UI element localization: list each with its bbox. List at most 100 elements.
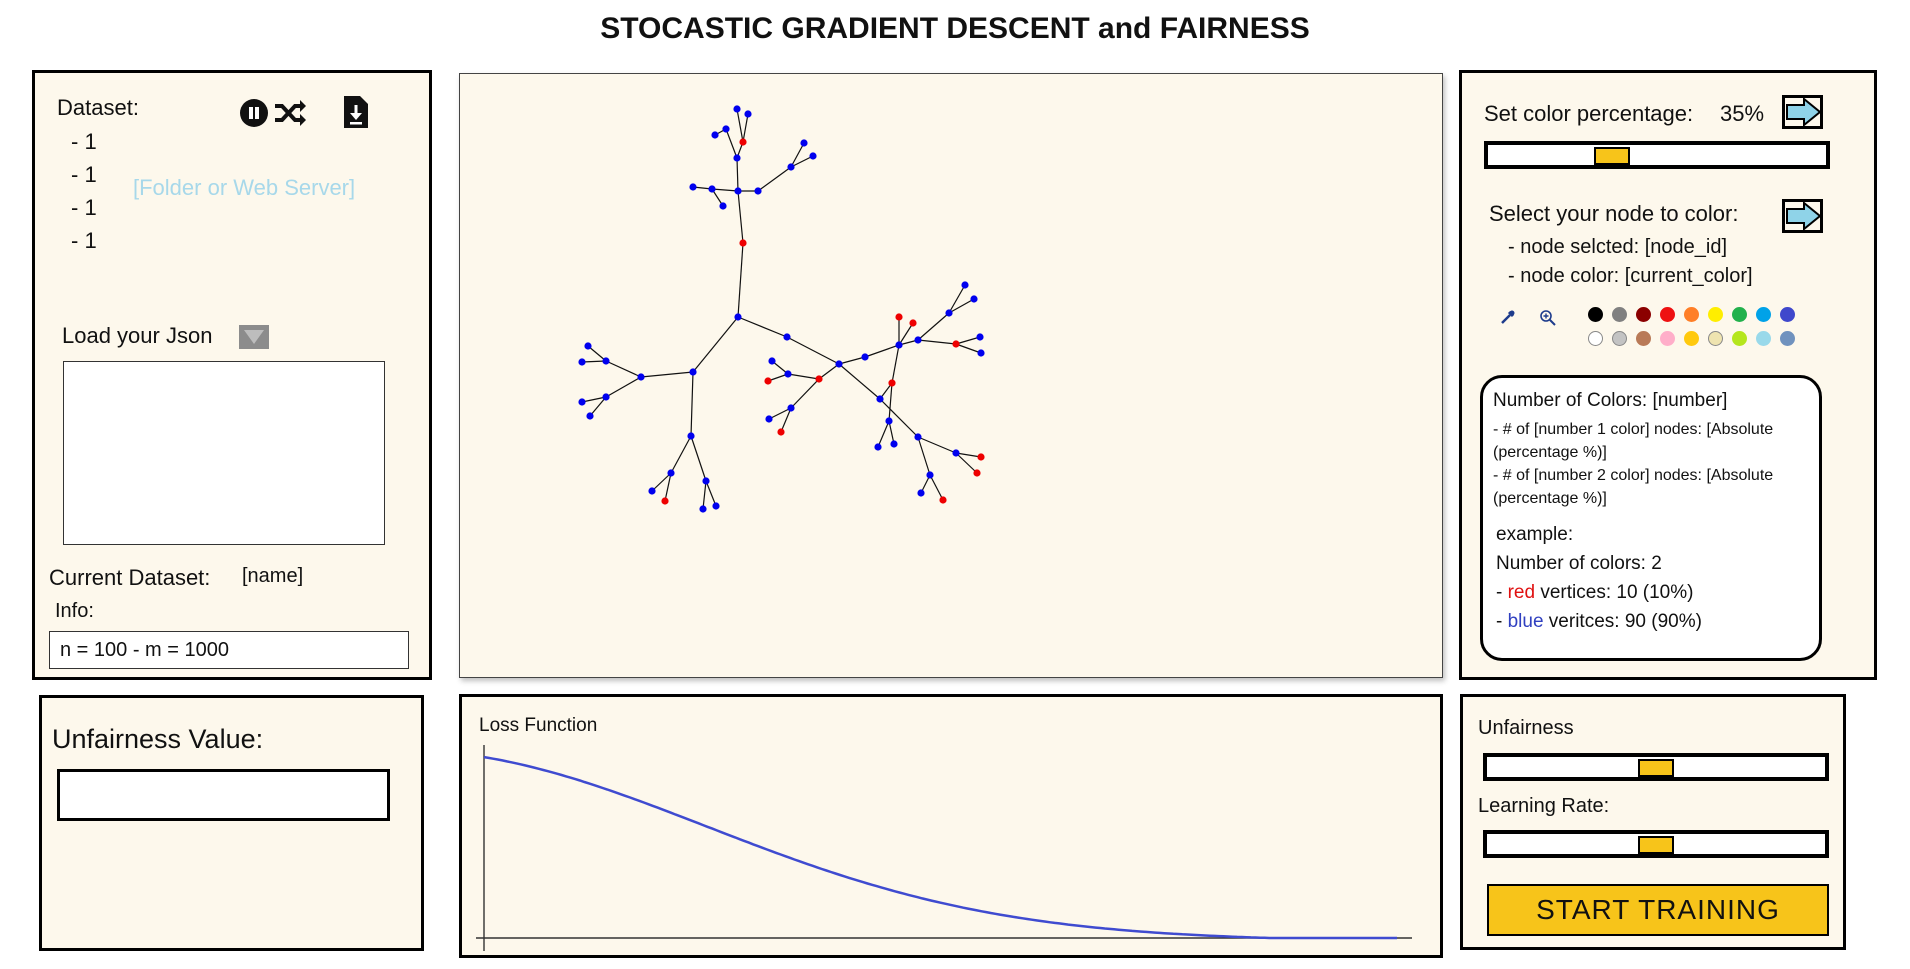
color-swatch[interactable] <box>1780 331 1795 346</box>
color-swatch[interactable] <box>1732 331 1747 346</box>
unfairness-slider[interactable] <box>1483 753 1829 781</box>
zoom-in-icon[interactable] <box>1539 309 1557 327</box>
color-swatch[interactable] <box>1612 307 1627 322</box>
slider-handle[interactable] <box>1638 836 1674 854</box>
graph-node[interactable] <box>976 333 984 341</box>
graph-node[interactable] <box>689 368 697 376</box>
dropdown-icon[interactable] <box>239 325 269 349</box>
graph-node[interactable] <box>914 336 922 344</box>
graph-node[interactable] <box>895 341 903 349</box>
graph-node[interactable] <box>815 375 823 383</box>
graph-node[interactable] <box>754 187 762 195</box>
graph-node[interactable] <box>777 428 785 436</box>
graph-node[interactable] <box>739 239 747 247</box>
graph-node[interactable] <box>733 154 741 162</box>
graph-node[interactable] <box>711 131 719 139</box>
download-icon[interactable] <box>343 95 369 129</box>
graph-node[interactable] <box>917 489 925 497</box>
slider-handle[interactable] <box>1638 759 1674 777</box>
graph-node[interactable] <box>787 163 795 171</box>
graph-node[interactable] <box>939 496 947 504</box>
graph-node[interactable] <box>876 395 884 403</box>
learning-rate-slider[interactable] <box>1483 830 1829 858</box>
graph-node[interactable] <box>739 138 747 146</box>
graph-node[interactable] <box>584 342 592 350</box>
color-swatch[interactable] <box>1612 331 1627 346</box>
graph-node[interactable] <box>637 373 645 381</box>
color-swatch[interactable] <box>1684 307 1699 322</box>
graph-node[interactable] <box>809 152 817 160</box>
graph-node[interactable] <box>977 453 985 461</box>
graph-node[interactable] <box>602 357 610 365</box>
graph-node[interactable] <box>722 125 730 133</box>
graph-node[interactable] <box>699 505 707 513</box>
graph-node[interactable] <box>945 309 953 317</box>
graph-node[interactable] <box>970 295 978 303</box>
color-swatch[interactable] <box>1588 307 1603 322</box>
graph-node[interactable] <box>734 187 742 195</box>
graph-node[interactable] <box>787 404 795 412</box>
graph-node[interactable] <box>578 398 586 406</box>
color-swatch[interactable] <box>1756 331 1771 346</box>
color-swatch[interactable] <box>1660 307 1675 322</box>
graph-node[interactable] <box>661 497 669 505</box>
dataset-item[interactable]: - 1 <box>71 228 97 253</box>
graph-node[interactable] <box>784 370 792 378</box>
color-swatch[interactable] <box>1756 307 1771 322</box>
graph-node[interactable] <box>687 432 695 440</box>
graph-node[interactable] <box>586 412 594 420</box>
graph-node[interactable] <box>926 471 934 479</box>
graph-node[interactable] <box>667 469 675 477</box>
color-swatch[interactable] <box>1708 331 1723 346</box>
color-swatch[interactable] <box>1732 307 1747 322</box>
pause-icon[interactable] <box>239 98 269 128</box>
color-percentage-slider[interactable] <box>1484 141 1830 169</box>
color-swatch[interactable] <box>1636 331 1651 346</box>
dataset-item[interactable]: - 1 <box>71 162 97 187</box>
graph-node[interactable] <box>914 433 922 441</box>
graph-node[interactable] <box>835 360 843 368</box>
graph-node[interactable] <box>800 139 808 147</box>
graph-node[interactable] <box>961 281 969 289</box>
graph-node[interactable] <box>952 449 960 457</box>
graph-node[interactable] <box>744 110 752 118</box>
slider-handle[interactable] <box>1593 147 1630 165</box>
color-swatch[interactable] <box>1780 307 1795 322</box>
graph-node[interactable] <box>783 333 791 341</box>
graph-node[interactable] <box>874 443 882 451</box>
color-swatch[interactable] <box>1660 331 1675 346</box>
graph-node[interactable] <box>702 477 710 485</box>
graph-node[interactable] <box>861 353 869 361</box>
graph-node[interactable] <box>765 415 773 423</box>
graph-node[interactable] <box>734 313 742 321</box>
shuffle-icon[interactable] <box>273 98 307 128</box>
arrow-right-icon[interactable] <box>1782 95 1824 129</box>
graph-node[interactable] <box>764 377 772 385</box>
graph-node[interactable] <box>712 502 720 510</box>
graph-node[interactable] <box>602 393 610 401</box>
graph-node[interactable] <box>719 202 727 210</box>
graph-node[interactable] <box>648 487 656 495</box>
arrow-right-icon[interactable] <box>1782 199 1824 233</box>
graph-node[interactable] <box>890 440 898 448</box>
graph-node[interactable] <box>952 340 960 348</box>
eyedropper-icon[interactable] <box>1499 308 1517 326</box>
graph-node[interactable] <box>689 183 697 191</box>
graph-node[interactable] <box>578 358 586 366</box>
graph-node[interactable] <box>885 417 893 425</box>
graph-node[interactable] <box>909 319 917 327</box>
color-swatch[interactable] <box>1708 307 1723 322</box>
graph-node[interactable] <box>888 379 896 387</box>
graph-node[interactable] <box>973 469 981 477</box>
graph-node[interactable] <box>977 349 985 357</box>
start-training-button[interactable]: START TRAINING <box>1487 884 1829 936</box>
color-swatch[interactable] <box>1588 331 1603 346</box>
graph-node[interactable] <box>895 313 903 321</box>
graph-node[interactable] <box>768 357 776 365</box>
dataset-item[interactable]: - 1 <box>71 195 97 220</box>
json-input[interactable] <box>63 361 385 545</box>
color-swatch[interactable] <box>1684 331 1699 346</box>
dataset-item[interactable]: - 1 <box>71 129 97 154</box>
graph-node[interactable] <box>708 185 716 193</box>
graph-node[interactable] <box>733 105 741 113</box>
